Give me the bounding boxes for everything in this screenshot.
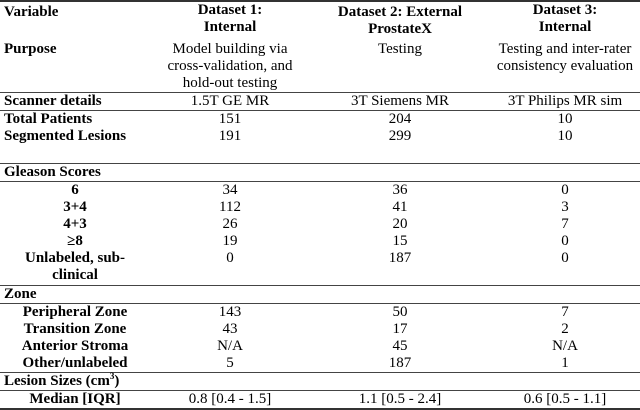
lesion-sizes-section-row: Lesion Sizes (cm3): [0, 372, 640, 391]
table-row: 6 34 36 0: [0, 181, 640, 199]
zone-section-row: Zone: [0, 285, 640, 304]
cell: 36: [310, 181, 490, 199]
cell: 0: [561, 250, 569, 266]
cell: 0: [226, 250, 234, 266]
cell: N/A: [217, 338, 243, 354]
cell: 1: [561, 355, 569, 371]
scanner-row: Scanner details 1.5T GE MR 3T Siemens MR…: [0, 92, 640, 111]
table-row: Peripheral Zone 143 50 7: [0, 303, 640, 321]
cell: 5: [226, 355, 234, 371]
cell: 15: [392, 233, 408, 249]
cell: 151: [150, 110, 310, 128]
row-label: Peripheral Zone: [0, 303, 150, 321]
table-row: Other/unlabeled 5 187 1: [0, 355, 640, 373]
cell: 0.8 [0.4 - 1.5]: [150, 390, 310, 410]
cell: Testing and inter-rater consistency eval…: [496, 41, 634, 74]
row-label: 3+4: [63, 199, 87, 215]
table-row: Median [IQR] 0.8 [0.4 - 1.5] 1.1 [0.5 - …: [0, 390, 640, 410]
table-row: Unlabeled, sub-clinical 0 187 0: [0, 250, 640, 286]
cell: 3: [561, 199, 569, 215]
cell: 187: [388, 355, 412, 371]
row-label: Purpose: [4, 41, 57, 57]
cell: 19: [222, 233, 238, 249]
cell: 26: [222, 216, 238, 232]
table-row: Transition Zone 43 17 2: [0, 321, 640, 338]
cell: 0: [490, 181, 640, 199]
cell: Model building via cross-validation, and…: [167, 41, 293, 91]
row-label: Anterior Stroma: [21, 338, 129, 354]
section-label: Gleason Scores: [0, 163, 640, 182]
cell: 1.1 [0.5 - 2.4]: [310, 390, 490, 410]
cell: 45: [392, 338, 408, 354]
row-label: Transition Zone: [23, 321, 127, 337]
row-label: Segmented Lesions: [4, 128, 127, 144]
cell: 187: [388, 250, 412, 266]
cell: 7: [490, 303, 640, 321]
table-row: 3+4 112 41 3: [0, 199, 640, 216]
cell: 10: [490, 110, 640, 128]
cell: 2: [561, 321, 569, 337]
row-label: 6: [0, 181, 150, 199]
cell: 43: [222, 321, 238, 337]
cell: 3T Philips MR sim: [490, 92, 640, 111]
header-dataset-2: Dataset 2: External ProstateX: [310, 0, 490, 41]
cell: N/A: [552, 338, 578, 354]
cell: 191: [218, 128, 242, 144]
cell: 3T Siemens MR: [310, 92, 490, 111]
header-dataset-3: Dataset 3: Internal: [490, 0, 640, 41]
cell: 34: [150, 181, 310, 199]
total-patients-row: Total Patients 151 204 10: [0, 110, 640, 128]
gleason-section-row: Gleason Scores: [0, 163, 640, 182]
cell: 17: [392, 321, 408, 337]
cell: 143: [150, 303, 310, 321]
cell: 0.6 [0.5 - 1.1]: [490, 390, 640, 410]
cell: 50: [310, 303, 490, 321]
segmented-lesions-row: Segmented Lesions 191 299 10: [0, 128, 640, 145]
cell: 0: [561, 233, 569, 249]
table-row: ≥8 19 15 0: [0, 233, 640, 250]
row-label: Total Patients: [0, 110, 150, 128]
cell: 7: [561, 216, 569, 232]
table-row: Anterior Stroma N/A 45 N/A: [0, 338, 640, 355]
section-label: Zone: [0, 285, 640, 304]
cell: 112: [219, 199, 241, 215]
table-row: 4+3 26 20 7: [0, 216, 640, 233]
row-label: Other/unlabeled: [22, 355, 128, 371]
header-row: Variable Dataset 1: Internal Dataset 2: …: [0, 0, 640, 41]
spacer-row: [0, 145, 640, 164]
cell: 20: [392, 216, 408, 232]
cell: 41: [392, 199, 408, 215]
row-label: Median [IQR]: [0, 390, 150, 410]
header-variable: Variable: [0, 0, 150, 41]
cell: 299: [388, 128, 412, 144]
row-label: Scanner details: [0, 92, 150, 111]
header-dataset-1: Dataset 1: Internal: [150, 0, 310, 41]
cell: 10: [557, 128, 573, 144]
cell: 204: [310, 110, 490, 128]
row-label: 4+3: [63, 216, 87, 232]
purpose-row: Purpose Model building via cross-validat…: [0, 41, 640, 93]
cell: Testing: [378, 41, 422, 57]
row-label: Unlabeled, sub-clinical: [24, 250, 126, 283]
section-label: Lesion Sizes (cm3): [0, 372, 640, 391]
cell: 1.5T GE MR: [150, 92, 310, 111]
row-label: ≥8: [67, 233, 83, 249]
